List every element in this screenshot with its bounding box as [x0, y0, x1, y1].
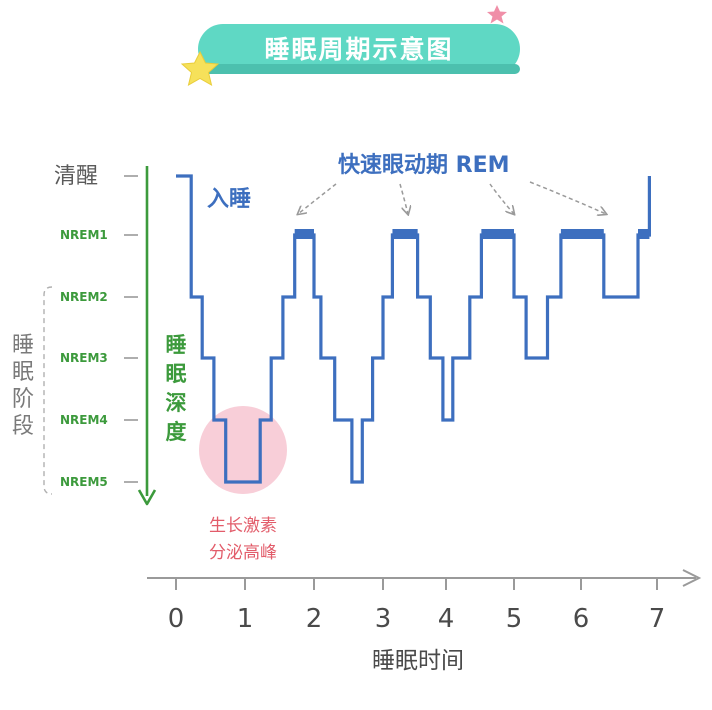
sleep-stage-line: [176, 174, 651, 484]
stage-label-nrem3: NREM3: [60, 351, 108, 365]
stage-label-nrem4: NREM4: [60, 413, 108, 427]
stage-label-nrem2: NREM2: [60, 290, 108, 304]
rem-segment-bar: [294, 229, 314, 239]
x-axis-label: 睡眠时间: [372, 648, 464, 674]
stage-label-awake: 清醒: [54, 164, 98, 189]
title-pill: [198, 24, 520, 74]
depth-label: 睡眠深度: [166, 333, 187, 444]
nrem-bracket: [43, 286, 53, 495]
rem-annotation: 快速眼动期 REM: [338, 152, 510, 178]
x-tick-label: 5: [506, 604, 523, 634]
x-tick-label: 4: [438, 604, 455, 634]
chart-title: 睡眠周期示意图: [264, 35, 453, 64]
rem-segment-bar: [638, 229, 650, 239]
rem-bars: [294, 229, 650, 239]
stage-label-nrem5: NREM5: [60, 475, 108, 489]
rem-segment-bar: [560, 229, 604, 239]
rem-pointer-arrow: [399, 183, 408, 214]
rem-segment-bar: [481, 229, 514, 239]
rem-pointer-arrows: [298, 181, 606, 214]
x-tick-label: 3: [375, 604, 392, 634]
rem-segment-bar: [392, 229, 418, 239]
rem-pointer-arrow: [298, 183, 337, 214]
yellow-star-icon: [180, 50, 220, 87]
title-banner: 睡眠周期示意图: [180, 5, 520, 87]
pink-star-icon: [487, 5, 507, 24]
x-ticks: 0 1 2 3 4 5 6 7: [168, 578, 666, 634]
rem-pointer-arrow: [489, 183, 514, 214]
title-pill-shadow: [198, 64, 520, 74]
x-tick-label: 0: [168, 604, 185, 634]
x-tick-label: 2: [306, 604, 323, 634]
x-tick-label: 1: [237, 604, 254, 634]
stage-labels: 清醒 NREM1 NREM2 NREM3 NREM4 NREM5: [54, 164, 108, 489]
y-ticks: [124, 175, 138, 483]
growth-hormone-highlight: [199, 406, 287, 494]
x-tick-label: 6: [573, 604, 590, 634]
stage-label-nrem1: NREM1: [60, 228, 108, 242]
growth-hormone-caption-line2: 分泌高峰: [209, 543, 277, 563]
x-tick-label: 7: [649, 604, 666, 634]
y-axis-label: 睡眠阶段: [12, 333, 34, 439]
x-axis-arrowhead: [682, 569, 702, 587]
sleep-onset-label: 入睡: [207, 187, 251, 212]
depth-axis-arrowhead: [137, 489, 157, 506]
growth-hormone-caption-line1: 生长激素: [209, 516, 277, 536]
rem-pointer-arrow: [529, 181, 606, 214]
y-axis-title: 睡眠阶段: [12, 333, 34, 439]
